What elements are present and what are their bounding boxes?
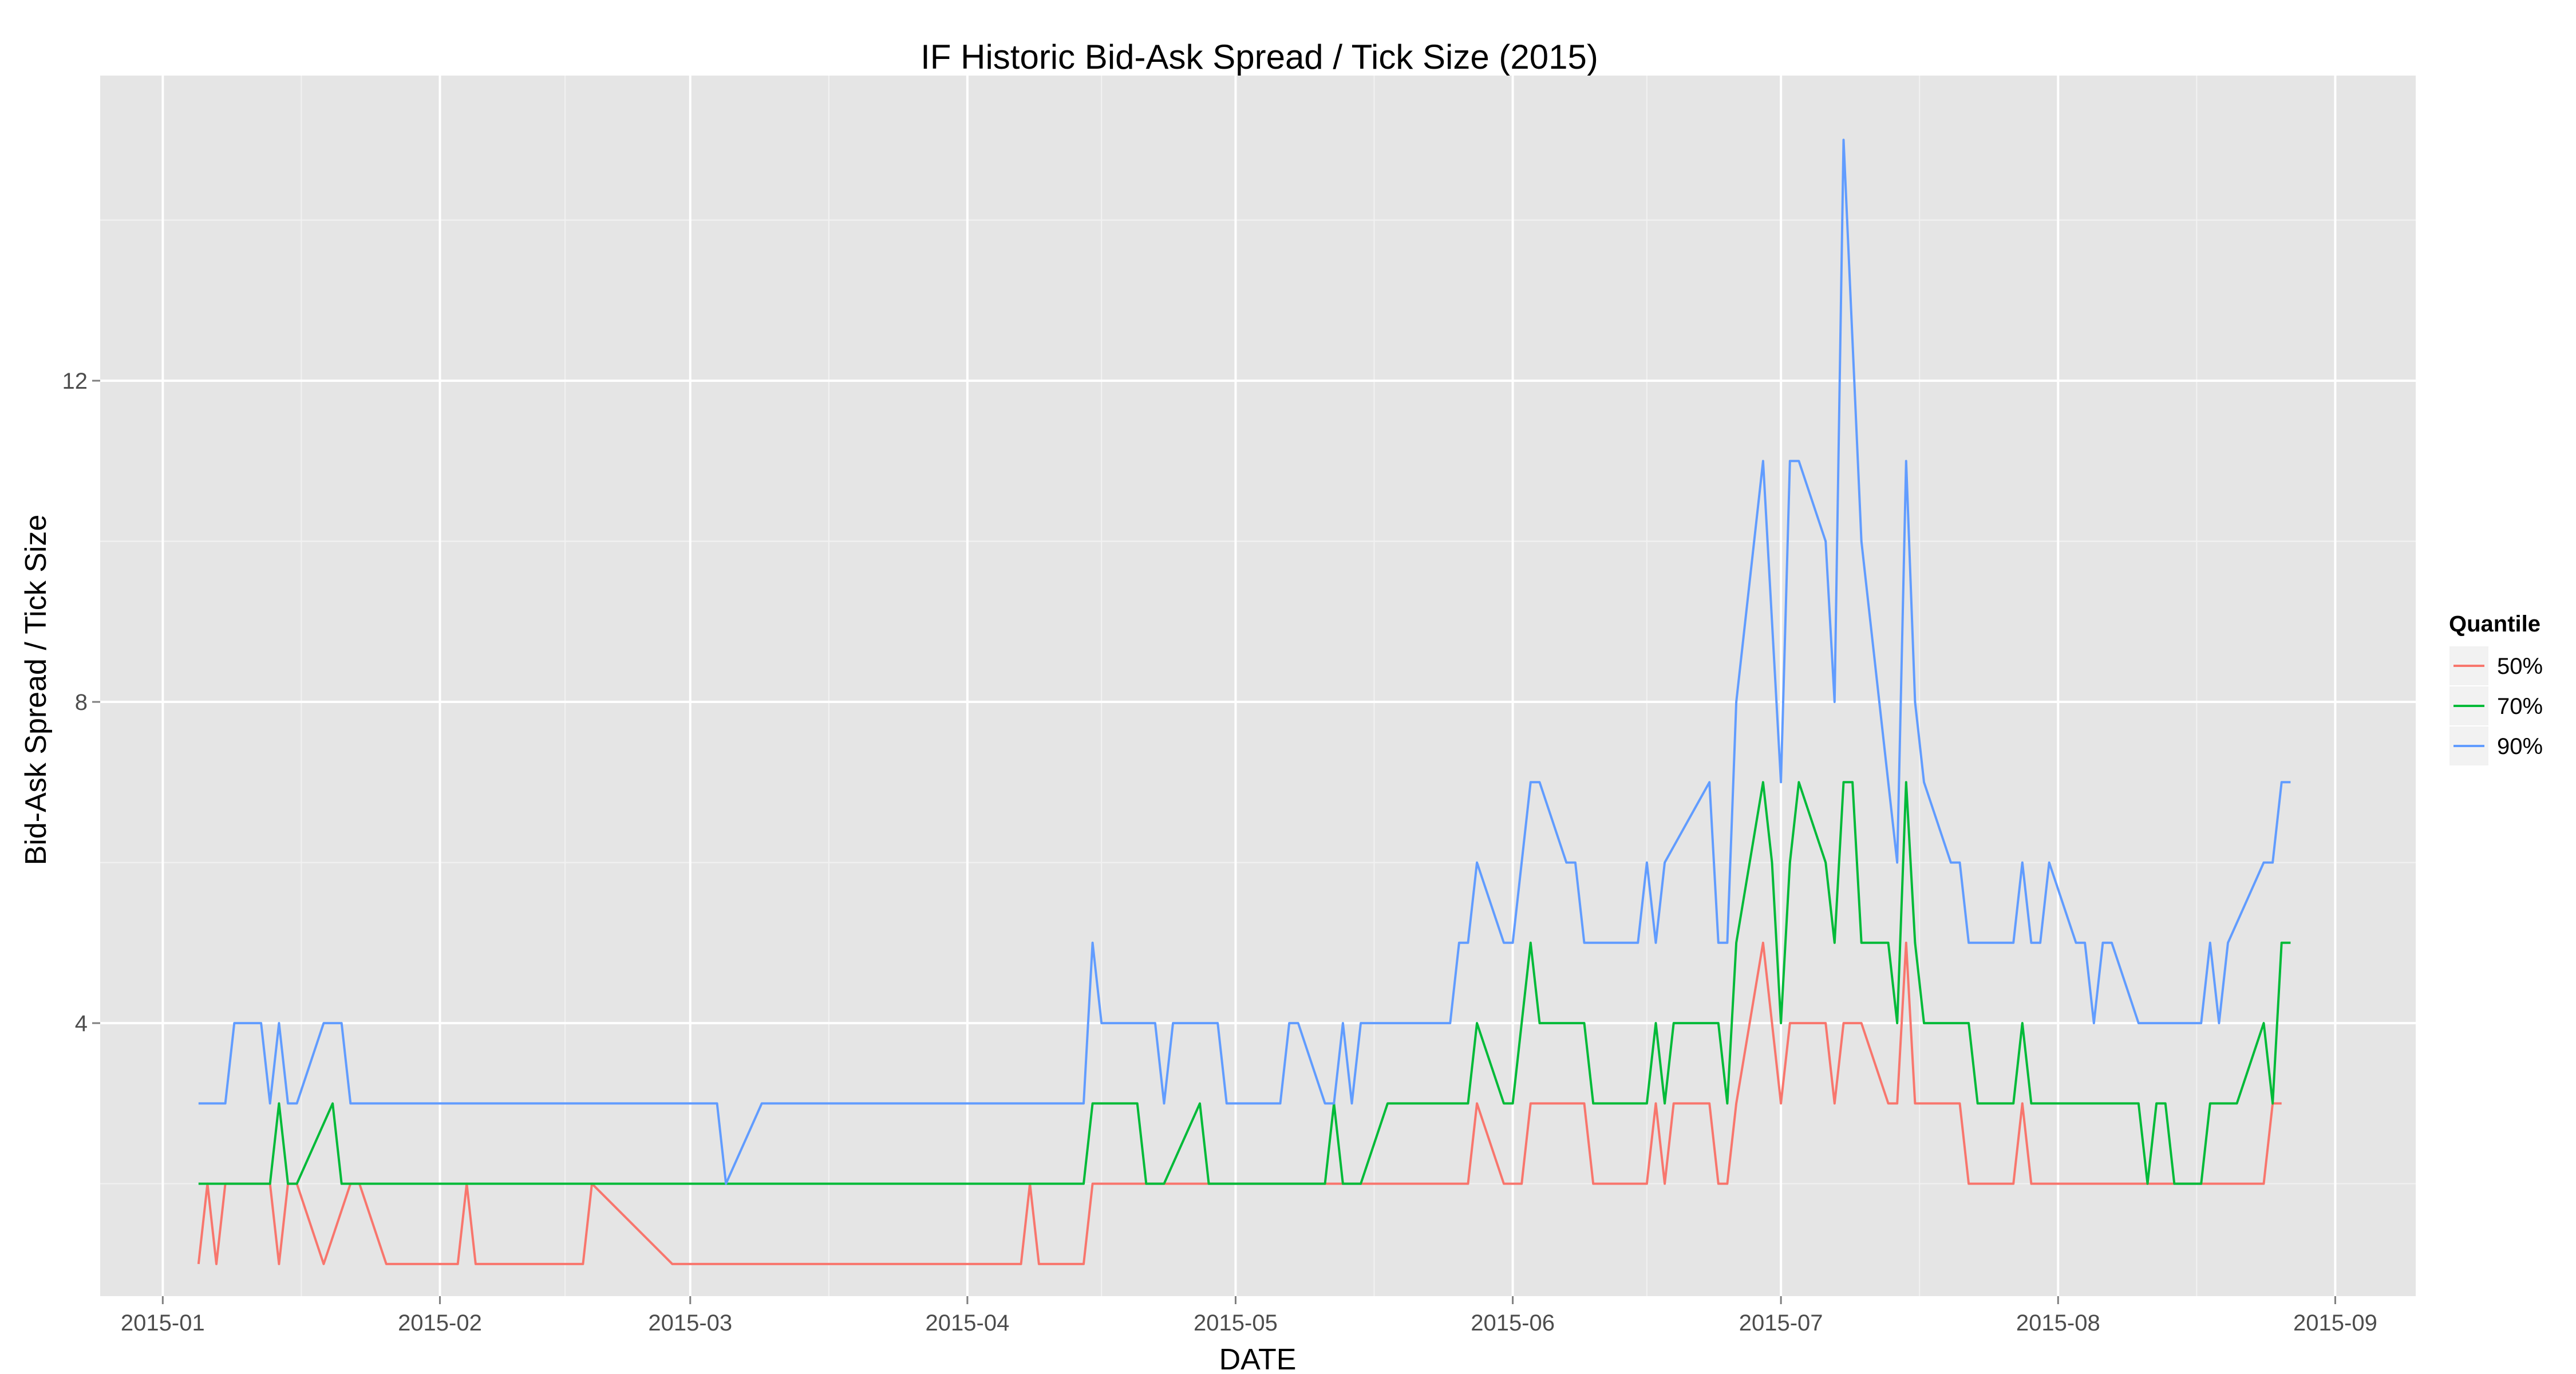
- legend: Quantile 50% 70% 90%: [2448, 611, 2543, 767]
- x-tick-label: 2015-08: [2016, 1310, 2100, 1336]
- x-tick-label: 2015-07: [1739, 1310, 1823, 1336]
- y-tick-label: 4: [75, 1011, 88, 1036]
- x-tick-label: 2015-05: [1194, 1310, 1278, 1336]
- y-tick-label: 12: [62, 369, 88, 394]
- x-tick-label: 2015-09: [2293, 1310, 2377, 1336]
- legend-label: 70%: [2497, 694, 2543, 719]
- chart-title: IF Historic Bid-Ask Spread / Tick Size (…: [920, 38, 1598, 76]
- series-line-70pct: [198, 781, 2291, 1185]
- y-tick-label: 8: [75, 690, 88, 715]
- plot-panel: [100, 76, 2416, 1296]
- x-tick-label: 2015-02: [398, 1310, 482, 1336]
- legend-title: Quantile: [2449, 611, 2541, 637]
- x-tick-label: 2015-03: [648, 1310, 732, 1336]
- y-axis-title: Bid-Ask Spread / Tick Size: [19, 515, 53, 866]
- legend-label: 50%: [2497, 654, 2543, 679]
- legend-label: 90%: [2497, 734, 2543, 759]
- grid-layer: [100, 76, 2416, 1296]
- x-tick-label: 2015-01: [121, 1310, 205, 1336]
- series-line-90pct: [198, 139, 2291, 1185]
- x-tick-label: 2015-06: [1471, 1310, 1555, 1336]
- x-tick-label: 2015-04: [926, 1310, 1010, 1336]
- axis-layer: 4 8 12 2015-01 2015-02 2015-03 2015-04 2015-05 2…: [62, 369, 2377, 1336]
- x-axis-title: DATE: [1219, 1343, 1297, 1374]
- legend-items: 50% 70% 90%: [2448, 645, 2543, 767]
- series-layer: [197, 139, 2291, 1265]
